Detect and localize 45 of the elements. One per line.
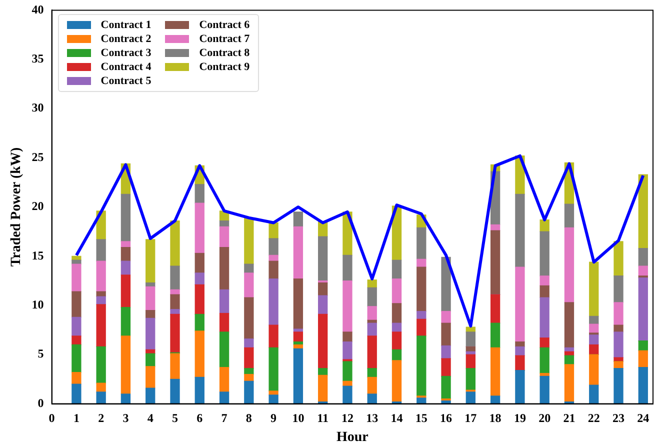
legend-label: Contract 4 (100, 61, 152, 74)
x-tick-label: 5 (172, 411, 178, 426)
y-tick-label: 25 (32, 150, 44, 164)
x-axis-title: Hour (336, 430, 368, 446)
x-tick-label: 6 (196, 411, 203, 426)
x-tick-label: 20 (538, 411, 551, 426)
y-tick-label: 5 (38, 346, 44, 361)
x-tick-label: 4 (147, 411, 154, 426)
legend-label: Contract 6 (199, 19, 250, 32)
x-tick-label: 13 (366, 411, 378, 426)
legend-label: Contract 9 (199, 61, 250, 74)
y-tick-label: 0 (38, 396, 44, 410)
y-tick-label: 40 (32, 2, 44, 16)
x-tick-label: 18 (489, 411, 502, 426)
y-tick-label: 30 (32, 100, 44, 115)
x-tick-label: 21 (563, 411, 576, 426)
legend-label: Contract 7 (199, 33, 250, 46)
legend-label: Contract 3 (100, 47, 152, 60)
y-tick-label: 15 (32, 248, 44, 262)
x-tick-label: 7 (221, 411, 228, 426)
y-axis-title: Traded Power (kW) (9, 147, 24, 267)
x-tick-label: 8 (246, 411, 252, 426)
x-tick-label: 9 (270, 411, 277, 426)
x-tick-label: 12 (341, 411, 354, 426)
x-tick-label: 24 (637, 411, 650, 426)
x-tick-label: 15 (415, 411, 428, 426)
x-tick-label: 0 (48, 411, 55, 426)
legend-label: Contract 8 (199, 47, 250, 60)
x-tick-label: 16 (440, 411, 452, 426)
x-tick-label: 1 (73, 411, 80, 426)
x-tick-label: 10 (292, 411, 304, 426)
x-tick-label: 14 (390, 411, 403, 426)
legend-label: Contract 1 (100, 19, 152, 32)
x-tick-label: 3 (122, 411, 129, 426)
x-tick-label: 22 (588, 411, 600, 426)
x-tick-label: 23 (612, 411, 625, 426)
x-tick-label: 2 (98, 411, 104, 426)
x-tick-label: 17 (464, 411, 477, 426)
legend-label: Contract 5 (100, 75, 152, 88)
x-tick-label: 19 (514, 411, 526, 426)
y-tick-label: 10 (32, 297, 44, 312)
y-tick-label: 35 (32, 51, 44, 66)
legend-label: Contract 2 (100, 33, 152, 46)
x-tick-label: 11 (317, 411, 329, 426)
y-tick-label: 20 (32, 199, 44, 214)
